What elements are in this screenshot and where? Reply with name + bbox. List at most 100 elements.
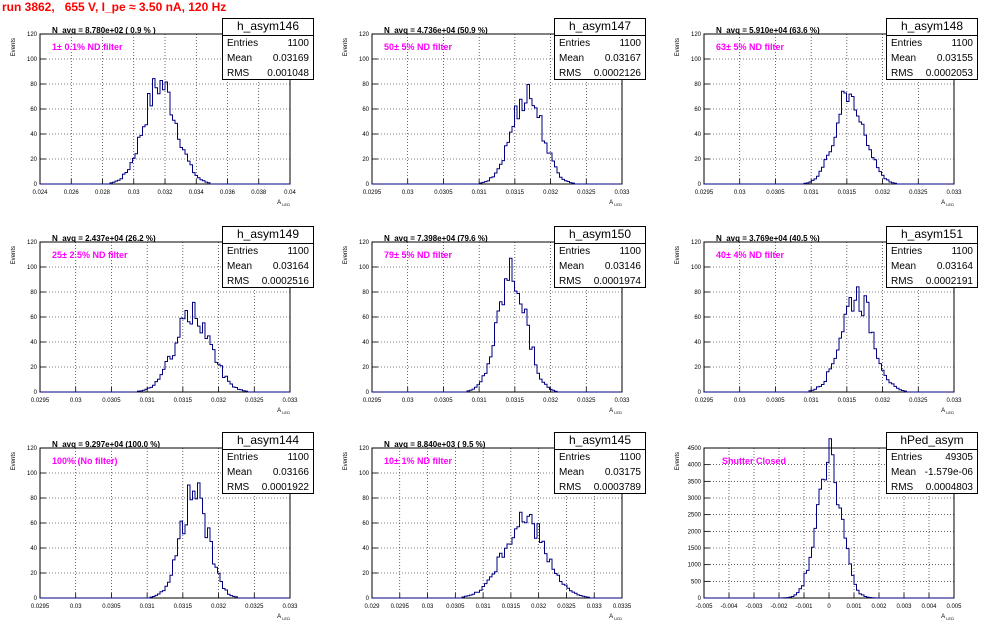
- histogram-name: h_asym145: [555, 433, 645, 450]
- y-tick-label: 120: [359, 446, 370, 452]
- stats-value: 0.03169: [272, 53, 309, 64]
- stats-value: 1100: [619, 452, 641, 463]
- stats-value: 0.03155: [936, 53, 973, 64]
- y-tick-label: 2000: [688, 529, 702, 535]
- filter-label: 100% (No filter): [52, 456, 118, 466]
- filter-label: 79± 5% ND filter: [384, 250, 452, 260]
- x-tick-label: 0.031: [804, 190, 820, 196]
- stats-row-entries: Entries 1100: [555, 450, 645, 465]
- x-tick-label: 0.032: [875, 190, 891, 196]
- y-tick-label: 100: [359, 265, 370, 271]
- y-tick-label: 120: [27, 446, 38, 452]
- navg-label: N_avg = 5.910e+04 (63.6 %): [716, 26, 820, 35]
- navg-label: N_avg = 9.297e+04 (100.0 %): [52, 440, 161, 449]
- histogram-series: [40, 78, 290, 185]
- stats-value: 0.0002516: [261, 276, 309, 287]
- x-tick-label: 0.0325: [245, 604, 264, 610]
- x-tick-label: 0: [827, 604, 831, 610]
- y-axis-label: Events: [343, 246, 349, 264]
- histogram-series: [40, 301, 290, 393]
- y-axis-label: Events: [11, 452, 17, 470]
- stats-key: Mean: [227, 53, 253, 64]
- y-tick-label: 60: [694, 107, 701, 113]
- x-axis-label: A LED: [941, 200, 954, 207]
- stats-key: RMS: [559, 482, 582, 493]
- stats-value: 1100: [951, 246, 973, 257]
- x-tick-label: 0.0305: [434, 190, 453, 196]
- histogram-name: h_asym147: [555, 19, 645, 36]
- y-tick-label: 0: [366, 182, 370, 188]
- x-tick-label: 0.0305: [434, 398, 453, 404]
- histogram-series: [372, 511, 622, 599]
- x-tick-label: 0.0315: [506, 190, 525, 196]
- y-tick-label: 0: [366, 596, 370, 602]
- histogram-name: h_asym151: [887, 227, 977, 244]
- y-tick-label: 80: [362, 290, 369, 296]
- stats-value: 1100: [619, 246, 641, 257]
- y-tick-label: 40: [362, 340, 369, 346]
- filter-label: 63± 5% ND filter: [716, 42, 784, 52]
- histogram-name: h_asym150: [555, 227, 645, 244]
- x-tick-label: 0.038: [251, 190, 267, 196]
- y-tick-label: 100: [359, 57, 370, 63]
- x-tick-label: -0.005: [695, 604, 713, 610]
- y-tick-label: 0: [698, 182, 702, 188]
- x-tick-label: 0.0295: [695, 398, 714, 404]
- x-tick-label: 0.0325: [577, 190, 596, 196]
- x-tick-label: 0.0315: [502, 604, 521, 610]
- filter-label: 25± 2.5% ND filter: [52, 250, 128, 260]
- stats-key: Mean: [227, 261, 253, 272]
- y-tick-label: 120: [691, 240, 702, 246]
- x-tick-label: 0.033: [946, 398, 962, 404]
- histogram-pad-hPed_asym: -0.005 -0.004 -0.003 -0.002 -0.001 0 0.001 0.00…: [664, 428, 996, 635]
- stats-value: 0.0001922: [261, 482, 309, 493]
- x-tick-label: 0.034: [189, 190, 205, 196]
- x-tick-label: 0.036: [220, 190, 236, 196]
- y-tick-label: 1000: [688, 563, 702, 569]
- y-tick-label: 60: [362, 521, 369, 527]
- x-tick-label: 0.031: [804, 398, 820, 404]
- stats-key: Mean: [559, 261, 585, 272]
- y-tick-label: 120: [27, 32, 38, 38]
- stats-box: h_asym148 Entries 1100 Mean 0.03155 RMS 0.0002…: [886, 18, 978, 80]
- y-tick-label: 60: [30, 107, 37, 113]
- stats-row-rms: RMS 0.0002126: [555, 66, 645, 81]
- stats-value: 49305: [945, 452, 973, 463]
- x-tick-label: 0.0305: [102, 604, 121, 610]
- histogram-name: h_asym148: [887, 19, 977, 36]
- x-tick-label: 0.0295: [31, 398, 50, 404]
- x-tick-label: -0.004: [720, 604, 738, 610]
- y-axis-label: Events: [675, 38, 681, 56]
- stats-value: 1100: [619, 38, 641, 49]
- navg-label: N_avg = 8.840e+03 ( 9.5 %): [384, 440, 486, 449]
- y-tick-label: 100: [27, 265, 38, 271]
- x-tick-label: 0.03: [734, 398, 746, 404]
- y-tick-label: 100: [27, 471, 38, 477]
- x-tick-label: 0.005: [946, 604, 962, 610]
- stats-row-entries: Entries 1100: [887, 36, 977, 51]
- stats-row-entries: Entries 1100: [223, 36, 313, 51]
- y-tick-label: 20: [694, 365, 701, 371]
- stats-box: h_asym146 Entries 1100 Mean 0.03169 RMS 0.0010…: [222, 18, 314, 80]
- y-tick-label: 0: [34, 182, 38, 188]
- y-tick-label: 60: [30, 315, 37, 321]
- histogram-series: [704, 438, 954, 599]
- stats-value: -1.579e-06: [924, 467, 973, 478]
- stats-value: 1100: [287, 452, 309, 463]
- x-axis-label: A LED: [609, 200, 622, 207]
- y-tick-label: 0: [34, 390, 38, 396]
- filter-label: 40± 4% ND filter: [716, 250, 784, 260]
- histogram-series: [40, 482, 290, 599]
- stats-box: h_asym145 Entries 1100 Mean 0.03175 RMS 0.0003…: [554, 432, 646, 494]
- y-tick-label: 60: [694, 315, 701, 321]
- x-tick-label: 0.031: [140, 398, 156, 404]
- stats-key: Mean: [559, 53, 585, 64]
- histogram-name: h_asym149: [223, 227, 313, 244]
- y-tick-label: 3000: [688, 496, 702, 502]
- x-tick-label: -0.002: [770, 604, 788, 610]
- x-tick-label: 0.031: [472, 398, 488, 404]
- stats-box: h_asym150 Entries 1100 Mean 0.03146 RMS 0.0001…: [554, 226, 646, 288]
- x-tick-label: 0.001: [846, 604, 862, 610]
- histogram-pad-h_asym148: 0.0295 0.03 0.0305 0.031 0.0315 0.032 0.0325 0.…: [664, 14, 996, 221]
- stats-value: 0.03164: [272, 261, 309, 272]
